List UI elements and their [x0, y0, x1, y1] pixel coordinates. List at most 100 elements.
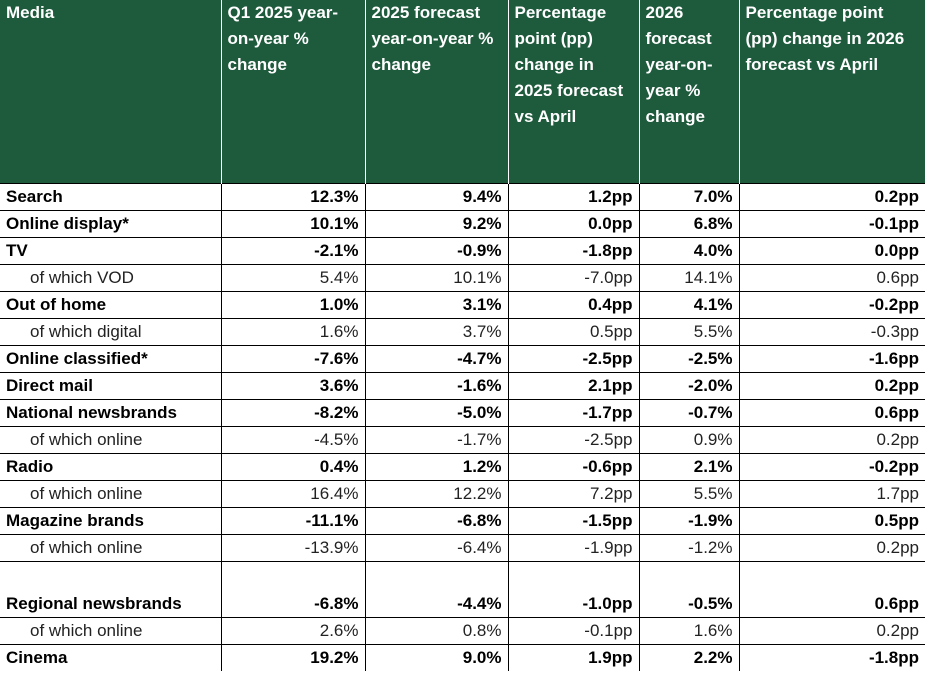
pp-change-2025-cell: -1.9pp — [507, 533, 639, 561]
pp-change-2026-cell: 0.2pp — [738, 533, 925, 561]
pp-change-2025-cell: -0.6pp — [507, 452, 639, 480]
table-row: Online classified* -7.6% -4.7% -2.5pp -2… — [0, 344, 925, 372]
pp-change-2026-cell: -1.8pp — [738, 643, 925, 671]
media-cell: TV — [0, 236, 221, 264]
header-2025-forecast-change: 2025 forecast year-on-year % change — [364, 0, 508, 183]
pp-change-2026-cell: -0.1pp — [738, 209, 925, 237]
q1-2025-cell: -13.9% — [220, 533, 365, 561]
q1-2025-cell: 3.6% — [220, 371, 365, 399]
pp-change-2026-cell: 0.2pp — [738, 616, 925, 644]
table-row: Cinema 19.2% 9.0% 1.9pp 2.2% -1.8pp — [0, 643, 925, 671]
table-row: of which online -13.9% -6.4% -1.9pp -1.2… — [0, 533, 925, 561]
pp-change-2026-cell: 0.6pp — [738, 263, 925, 291]
pp-change-2026-cell: 0.6pp — [738, 398, 925, 426]
forecast-2025-cell: 3.1% — [364, 290, 508, 318]
table-row: Regional newsbrands -6.8% -4.4% -1.0pp -… — [0, 560, 925, 617]
q1-2025-cell: 12.3% — [220, 182, 365, 210]
pp-change-2026-cell: 0.2pp — [738, 371, 925, 399]
media-cell: of which online — [0, 616, 221, 644]
forecast-2026-cell: -0.7% — [638, 398, 739, 426]
q1-2025-cell: -11.1% — [220, 506, 365, 534]
q1-2025-cell: -2.1% — [220, 236, 365, 264]
pp-change-2026-cell: -1.6pp — [738, 344, 925, 372]
forecast-2025-cell: -4.4% — [364, 560, 508, 617]
pp-change-2026-cell: -0.3pp — [738, 317, 925, 345]
forecast-2025-cell: 0.8% — [364, 616, 508, 644]
media-cell: Online classified* — [0, 344, 221, 372]
q1-2025-cell: -4.5% — [220, 425, 365, 453]
pp-change-2026-cell: 0.2pp — [738, 182, 925, 210]
media-cell: Out of home — [0, 290, 221, 318]
forecast-2026-cell: 14.1% — [638, 263, 739, 291]
media-cell: Search — [0, 182, 221, 210]
forecast-2025-cell: 9.2% — [364, 209, 508, 237]
pp-change-2026-cell: 0.6pp — [738, 560, 925, 617]
forecast-2025-cell: 1.2% — [364, 452, 508, 480]
pp-change-2026-cell: 0.0pp — [738, 236, 925, 264]
forecast-2026-cell: -2.0% — [638, 371, 739, 399]
table-row: Online display* 10.1% 9.2% 0.0pp 6.8% -0… — [0, 209, 925, 237]
forecast-2026-cell: -1.9% — [638, 506, 739, 534]
forecast-2025-cell: 12.2% — [364, 479, 508, 507]
forecast-2025-cell: 9.0% — [364, 643, 508, 671]
forecast-2025-cell: -1.7% — [364, 425, 508, 453]
header-2026-pp-change: Percentage point (pp) change in 2026 for… — [738, 0, 925, 183]
table-row: of which VOD 5.4% 10.1% -7.0pp 14.1% 0.6… — [0, 263, 925, 291]
table-row: National newsbrands -8.2% -5.0% -1.7pp -… — [0, 398, 925, 426]
media-cell: of which online — [0, 533, 221, 561]
header-media: Media — [0, 0, 221, 183]
forecast-2026-cell: -2.5% — [638, 344, 739, 372]
table-body: Search 12.3% 9.4% 1.2pp 7.0% 0.2pp Onlin… — [0, 182, 925, 671]
pp-change-2025-cell: 0.0pp — [507, 209, 639, 237]
forecast-2026-cell: 5.5% — [638, 317, 739, 345]
forecast-2026-cell: -1.2% — [638, 533, 739, 561]
q1-2025-cell: -8.2% — [220, 398, 365, 426]
table-row: of which online -4.5% -1.7% -2.5pp 0.9% … — [0, 425, 925, 453]
q1-2025-cell: 1.0% — [220, 290, 365, 318]
media-cell: Direct mail — [0, 371, 221, 399]
pp-change-2025-cell: -1.5pp — [507, 506, 639, 534]
pp-change-2026-cell: 0.2pp — [738, 425, 925, 453]
table-row: Search 12.3% 9.4% 1.2pp 7.0% 0.2pp — [0, 182, 925, 210]
media-cell: Online display* — [0, 209, 221, 237]
pp-change-2025-cell: -2.5pp — [507, 425, 639, 453]
media-cell: of which VOD — [0, 263, 221, 291]
pp-change-2025-cell: 2.1pp — [507, 371, 639, 399]
pp-change-2025-cell: -2.5pp — [507, 344, 639, 372]
forecast-2025-cell: -5.0% — [364, 398, 508, 426]
media-cell: Magazine brands — [0, 506, 221, 534]
forecast-2026-cell: 2.2% — [638, 643, 739, 671]
header-2025-pp-change: Percentage point (pp) change in 2025 for… — [507, 0, 639, 183]
forecast-2025-cell: -6.4% — [364, 533, 508, 561]
forecast-2025-cell: 3.7% — [364, 317, 508, 345]
q1-2025-cell: 16.4% — [220, 479, 365, 507]
media-cell: of which digital — [0, 317, 221, 345]
forecast-2025-cell: -6.8% — [364, 506, 508, 534]
table-row: Out of home 1.0% 3.1% 0.4pp 4.1% -0.2pp — [0, 290, 925, 318]
q1-2025-cell: 2.6% — [220, 616, 365, 644]
forecast-2025-cell: -0.9% — [364, 236, 508, 264]
forecast-2026-cell: 1.6% — [638, 616, 739, 644]
pp-change-2025-cell: 1.9pp — [507, 643, 639, 671]
pp-change-2025-cell: -7.0pp — [507, 263, 639, 291]
pp-change-2025-cell: -0.1pp — [507, 616, 639, 644]
table-row: of which online 16.4% 12.2% 7.2pp 5.5% 1… — [0, 479, 925, 507]
forecast-2025-cell: -1.6% — [364, 371, 508, 399]
q1-2025-cell: 1.6% — [220, 317, 365, 345]
table-row: Radio 0.4% 1.2% -0.6pp 2.1% -0.2pp — [0, 452, 925, 480]
q1-2025-cell: -7.6% — [220, 344, 365, 372]
header-2026-forecast-change: 2026 forecast year-on-year % change — [638, 0, 739, 183]
q1-2025-cell: 0.4% — [220, 452, 365, 480]
header-q1-2025-change: Q1 2025 year-on-year % change — [220, 0, 365, 183]
forecast-2026-cell: 6.8% — [638, 209, 739, 237]
table-row: of which digital 1.6% 3.7% 0.5pp 5.5% -0… — [0, 317, 925, 345]
media-cell: National newsbrands — [0, 398, 221, 426]
q1-2025-cell: 19.2% — [220, 643, 365, 671]
pp-change-2025-cell: 1.2pp — [507, 182, 639, 210]
forecast-2026-cell: 0.9% — [638, 425, 739, 453]
pp-change-2026-cell: 0.5pp — [738, 506, 925, 534]
forecast-2026-cell: -0.5% — [638, 560, 739, 617]
media-cell: Regional newsbrands — [0, 560, 221, 617]
pp-change-2025-cell: 0.4pp — [507, 290, 639, 318]
